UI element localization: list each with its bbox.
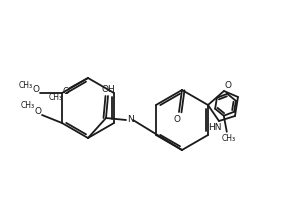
Text: CH₃: CH₃ (49, 94, 63, 102)
Text: CH₃: CH₃ (21, 101, 35, 110)
Text: O: O (62, 88, 69, 97)
Text: O: O (32, 85, 39, 94)
Text: O: O (173, 115, 180, 124)
Text: N: N (128, 115, 134, 124)
Text: OH: OH (101, 85, 115, 94)
Text: O: O (34, 106, 41, 115)
Text: CH₃: CH₃ (19, 81, 33, 90)
Text: CH₃: CH₃ (222, 134, 236, 143)
Text: HN: HN (208, 122, 222, 131)
Text: O: O (225, 81, 232, 90)
